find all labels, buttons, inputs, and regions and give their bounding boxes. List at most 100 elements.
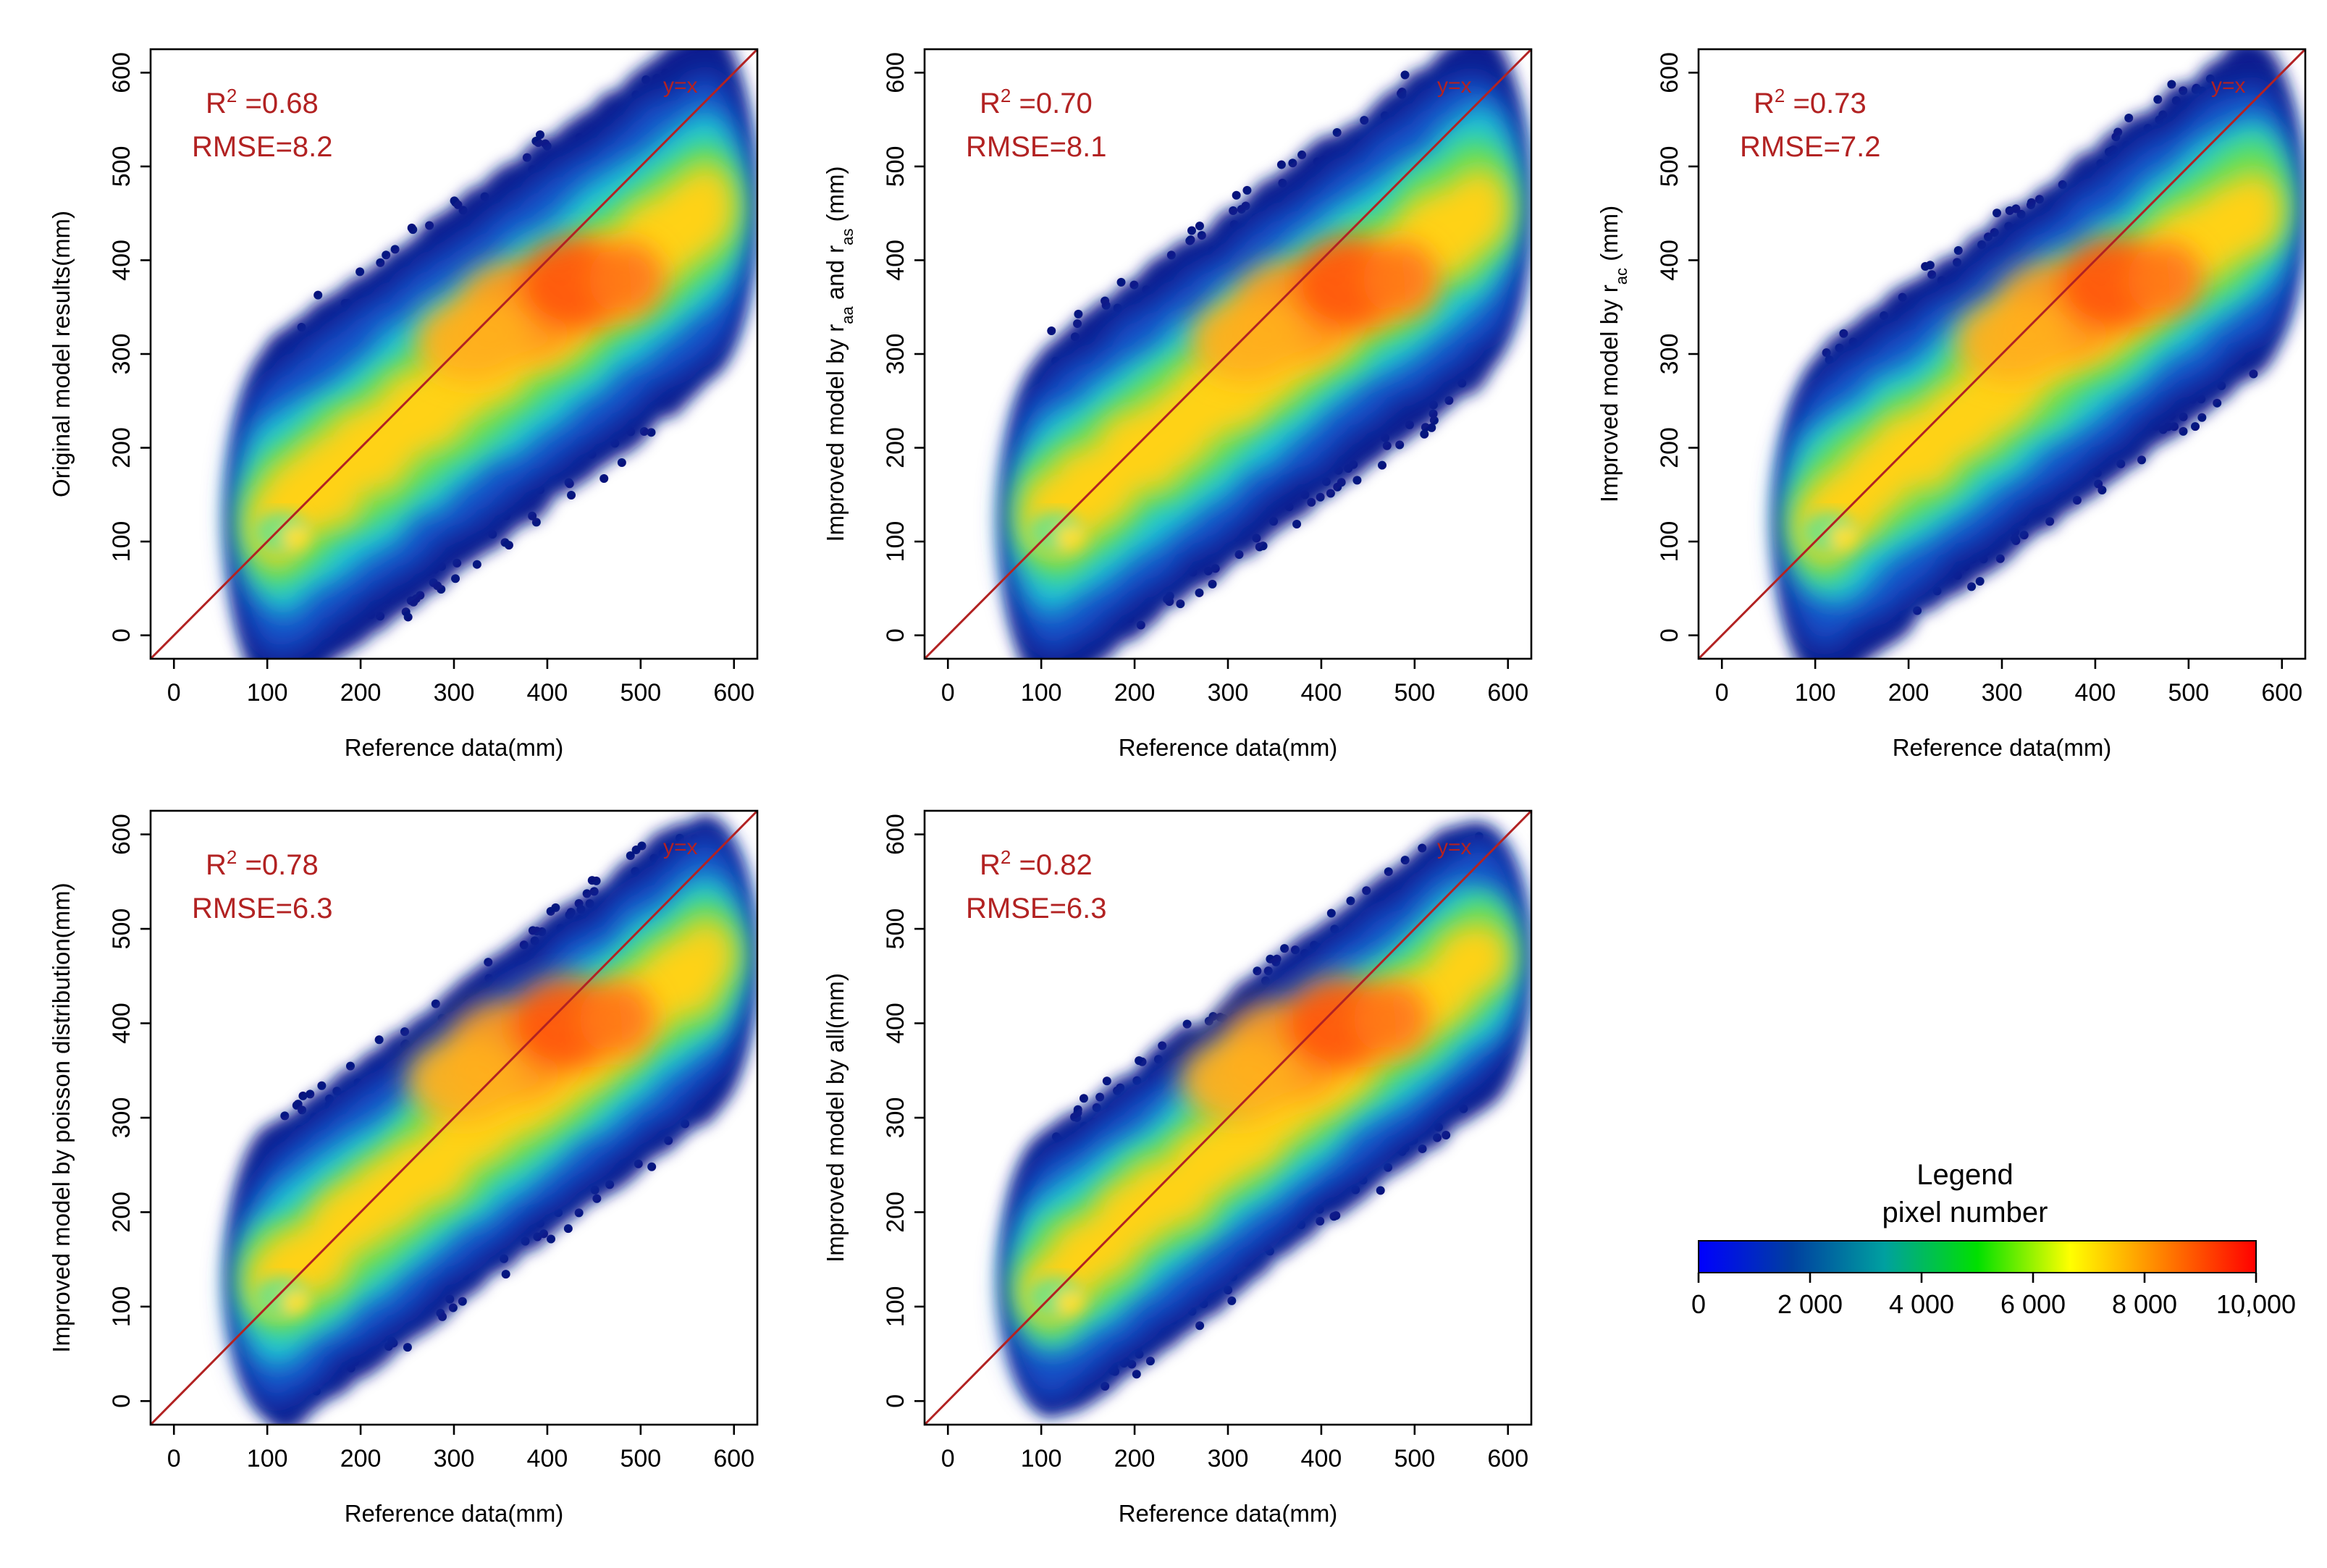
r2-letter: R bbox=[980, 849, 1001, 881]
r2-annotation: R2 =0.68 bbox=[206, 85, 319, 119]
y-tick-label: 600 bbox=[882, 52, 909, 93]
y-tick-label: 500 bbox=[882, 909, 909, 950]
density-blob bbox=[676, 919, 737, 991]
legend-colorbar bbox=[1698, 1240, 2257, 1273]
identity-line bbox=[1697, 48, 2307, 660]
density-hotspot bbox=[416, 298, 529, 382]
y-tick-label: 0 bbox=[882, 628, 909, 642]
r2-letter: R bbox=[980, 88, 1001, 119]
y-tick-label: 300 bbox=[108, 334, 135, 375]
scatter-point bbox=[1420, 429, 1429, 439]
y-axis-title: Original model results(mm) bbox=[48, 211, 75, 497]
scatter-point bbox=[1921, 262, 1930, 271]
x-tick-label: 200 bbox=[1114, 1445, 1156, 1472]
scatter-point bbox=[1232, 190, 1241, 200]
y-tick-label: 500 bbox=[108, 146, 135, 187]
x-tick-label: 100 bbox=[1795, 679, 1836, 707]
x-tick-label: 0 bbox=[1715, 679, 1729, 707]
density-blob bbox=[1056, 1290, 1082, 1313]
scatter-point bbox=[567, 491, 576, 500]
y-axis-subscript-aa: aa bbox=[838, 305, 857, 324]
density-blob bbox=[2223, 172, 2284, 251]
y-axis-title: Improved model by rac (mm) bbox=[1596, 206, 1630, 502]
y-tick-label: 300 bbox=[882, 1097, 909, 1139]
density-hotspot bbox=[1363, 241, 1439, 317]
scatter-point bbox=[592, 876, 601, 885]
density-core bbox=[407, 976, 655, 1123]
density-blob bbox=[282, 526, 308, 549]
x-tick-label: 600 bbox=[1487, 679, 1528, 707]
yx-label: y=x bbox=[663, 74, 698, 98]
r2-value: =0.78 bbox=[237, 849, 318, 881]
x-axis-title: Reference data(mm) bbox=[1119, 1500, 1338, 1527]
y-axis-title-main: Original model results(mm) bbox=[48, 211, 75, 497]
y-tick-label: 300 bbox=[882, 334, 909, 375]
y-tick-label: 600 bbox=[882, 814, 909, 855]
y-tick-label: 200 bbox=[882, 427, 909, 468]
scatter-point bbox=[1242, 185, 1252, 195]
scatter-point bbox=[298, 1091, 308, 1100]
x-tick-label: 400 bbox=[527, 679, 568, 707]
yx-label: y=x bbox=[2211, 74, 2246, 98]
y-tick-label: 400 bbox=[108, 1003, 135, 1044]
y-axis-title-unit: (mm) bbox=[822, 166, 849, 228]
y-axis-title-main: Improved model by r bbox=[1596, 284, 1623, 502]
y-axis-title-main: Improved model by r bbox=[822, 324, 849, 542]
x-tick-label: 200 bbox=[340, 1445, 382, 1472]
legend-tick-label: 2 000 bbox=[1777, 1289, 1843, 1319]
y-tick-label: 500 bbox=[1656, 146, 1683, 187]
legend-tick-label: 4 000 bbox=[1889, 1289, 1954, 1319]
y-axis-title: Improved model by all(mm) bbox=[822, 973, 849, 1263]
legend-ticks: 0 2 000 4 000 6 000 8 000 10,000 bbox=[1691, 1273, 2296, 1319]
y-axis-title: Improved model by raa and ras (mm) bbox=[822, 166, 857, 541]
scatter-point bbox=[1276, 160, 1286, 169]
y-tick-label: 100 bbox=[108, 1286, 135, 1328]
density-blob bbox=[1830, 526, 1856, 549]
x-axis-title: Reference data(mm) bbox=[345, 1500, 564, 1527]
y-ticks: 0 100 200 300 400 500 600 bbox=[882, 814, 925, 1408]
r2-superscript: 2 bbox=[227, 846, 237, 868]
x-tick-label: 500 bbox=[1394, 679, 1435, 707]
scatter-point bbox=[2191, 422, 2200, 431]
x-ticks: 0 100 200 300 400 500 600 bbox=[167, 659, 754, 707]
scatter-point bbox=[1079, 1094, 1088, 1103]
y-axis-title-and: and r bbox=[822, 245, 849, 306]
x-tick-label: 200 bbox=[1888, 679, 1930, 707]
y-tick-label: 100 bbox=[882, 521, 909, 562]
x-axis-title: Reference data(mm) bbox=[345, 734, 564, 761]
r2-superscript: 2 bbox=[1775, 85, 1785, 106]
y-tick-label: 0 bbox=[108, 1394, 135, 1408]
density-core bbox=[1181, 976, 1429, 1123]
y-tick-label: 500 bbox=[108, 909, 135, 950]
density-blob bbox=[282, 1290, 308, 1313]
scatter-point bbox=[1376, 1186, 1385, 1195]
y-tick-label: 300 bbox=[108, 1097, 135, 1139]
legend-tick-label: 8 000 bbox=[2112, 1289, 2177, 1319]
scatter-point bbox=[1377, 460, 1386, 470]
identity-line bbox=[923, 48, 1533, 660]
density-hotspot bbox=[589, 241, 665, 317]
scatter-point bbox=[451, 574, 460, 583]
density-blob bbox=[676, 164, 736, 250]
r2-value: =0.73 bbox=[1785, 88, 1866, 119]
panel-5: 0 100 200 300 400 500 600 0100200300400500600 … bbox=[822, 809, 1533, 1527]
density-core bbox=[1955, 237, 2203, 382]
y-tick-label: 600 bbox=[108, 814, 135, 855]
y-axis-title-main: Improved model by poisson distribution(m… bbox=[48, 882, 75, 1352]
y-tick-label: 200 bbox=[108, 427, 135, 468]
x-tick-label: 300 bbox=[434, 1445, 475, 1472]
scatter-point bbox=[1187, 226, 1197, 235]
y-tick-label: 400 bbox=[108, 240, 135, 281]
density-cloud bbox=[1000, 49, 1531, 659]
scatter-point bbox=[647, 1162, 657, 1171]
y-ticks: 0 100 200 300 400 500 600 bbox=[108, 52, 151, 642]
y-tick-label: 400 bbox=[882, 240, 909, 281]
scatter-point bbox=[1195, 588, 1204, 597]
identity-line bbox=[149, 48, 759, 660]
x-tick-label: 100 bbox=[1021, 679, 1062, 707]
x-tick-label: 100 bbox=[1021, 1445, 1062, 1472]
scatter-point bbox=[1292, 519, 1302, 528]
density-hotspot bbox=[2127, 241, 2203, 317]
scatter-point bbox=[1326, 909, 1336, 918]
